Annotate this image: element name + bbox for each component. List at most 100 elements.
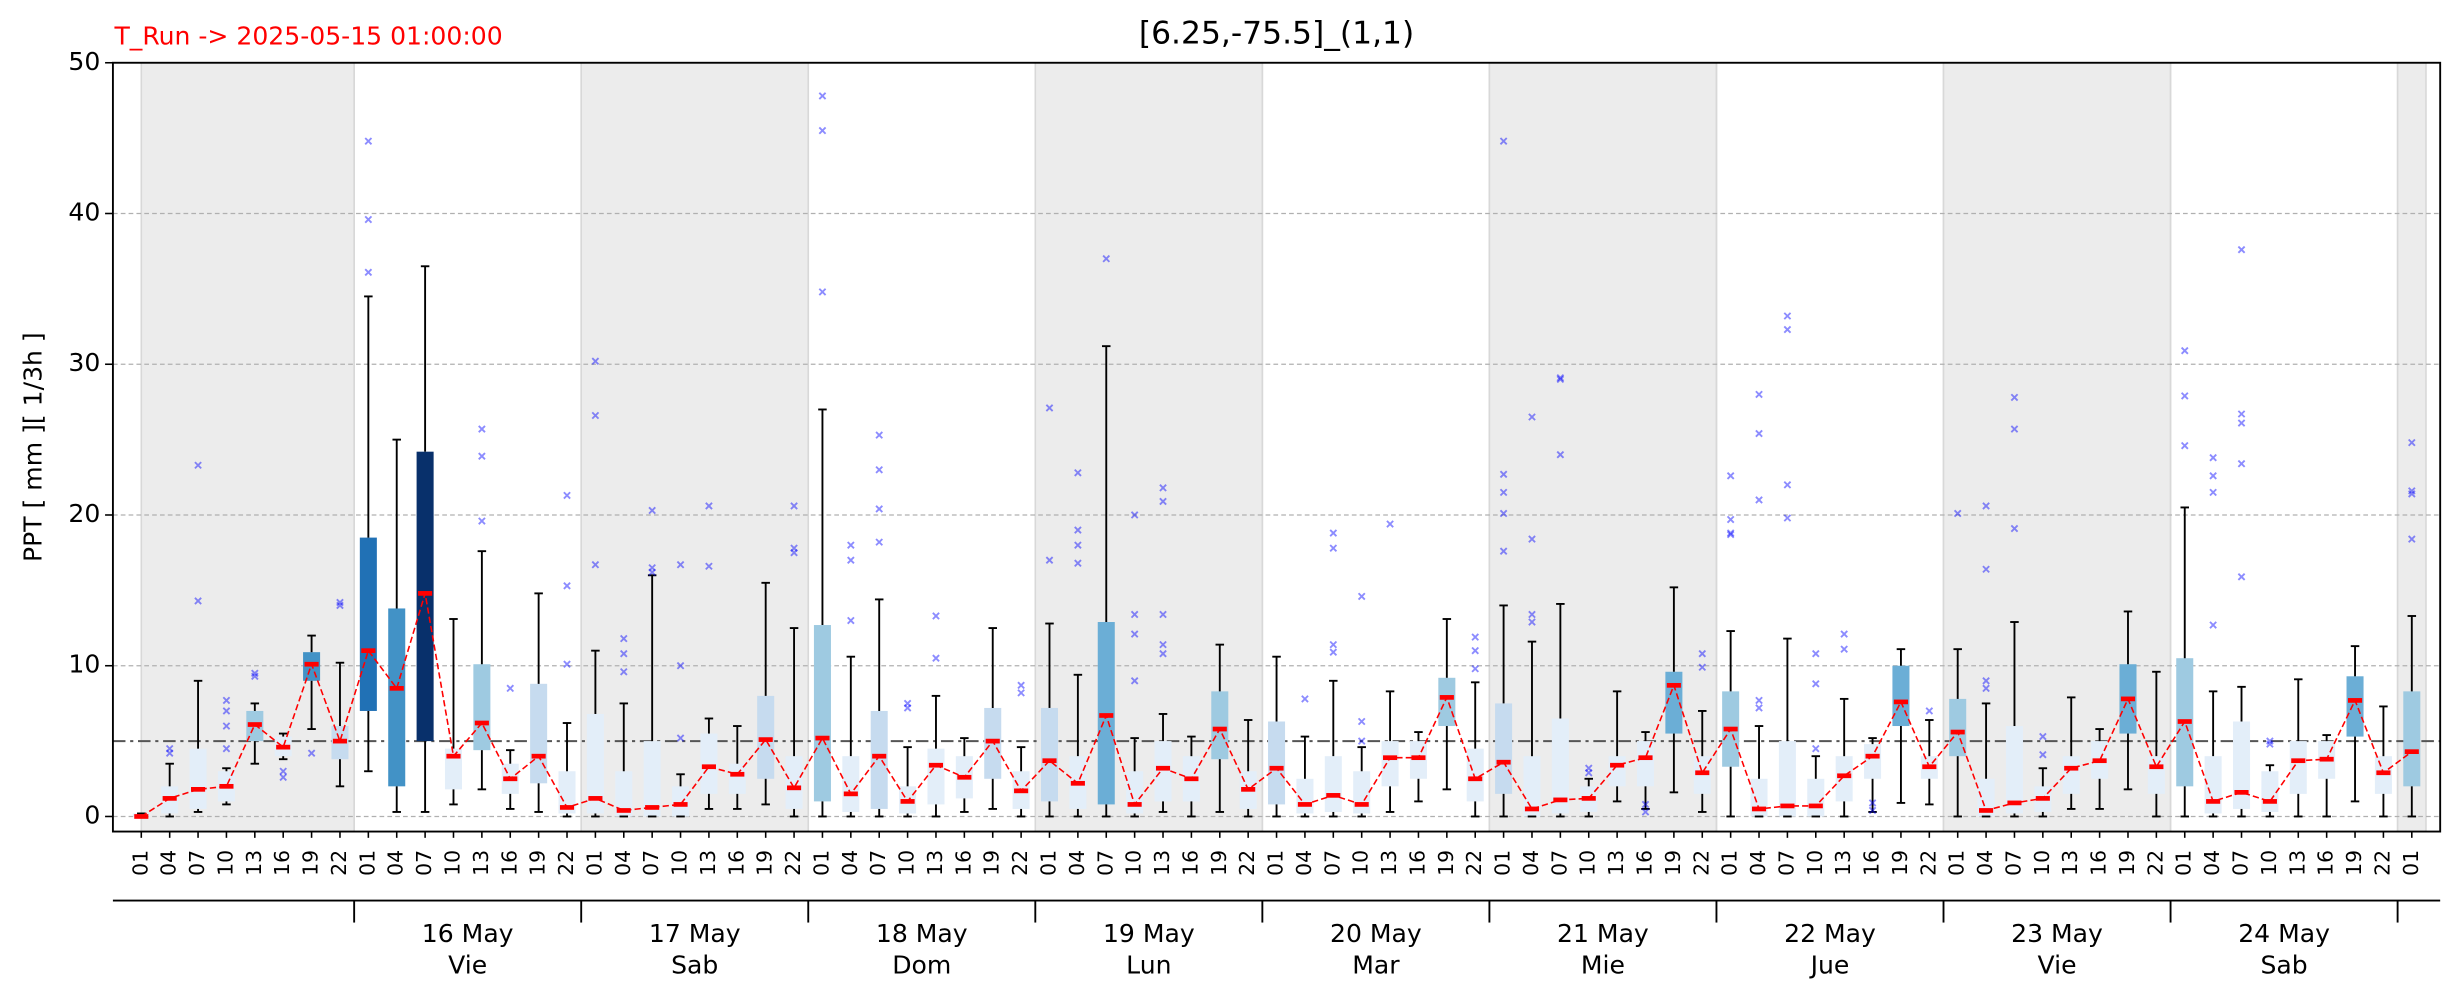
flier bbox=[1641, 800, 1650, 809]
flier bbox=[364, 215, 373, 224]
flier bbox=[619, 667, 628, 676]
flier bbox=[279, 773, 288, 782]
box-group bbox=[1381, 520, 1399, 813]
y-tick-label: 0 bbox=[84, 800, 100, 829]
x-tick-label: 10 bbox=[1349, 850, 1373, 876]
flier bbox=[1641, 808, 1650, 816]
flier bbox=[1017, 681, 1025, 690]
x-tick-label: 19 bbox=[1434, 850, 1458, 876]
box-group bbox=[2346, 645, 2364, 803]
flier bbox=[1811, 649, 1820, 658]
x-tick-label: 19 bbox=[1661, 850, 1685, 876]
x-tick-label: 01 bbox=[1264, 850, 1288, 876]
flier bbox=[2209, 621, 2217, 629]
x-tick-label: 13 bbox=[2285, 850, 2309, 876]
day-date: 17 May bbox=[649, 919, 741, 948]
flier bbox=[818, 288, 827, 296]
x-tick-label: 10 bbox=[1576, 850, 1600, 876]
x-tick-label: 22 bbox=[1008, 850, 1032, 876]
flier bbox=[790, 502, 798, 510]
flier bbox=[2010, 524, 2019, 533]
flier bbox=[563, 582, 571, 590]
box bbox=[1324, 756, 1342, 812]
box-group bbox=[1211, 643, 1229, 813]
day-date: 20 May bbox=[1330, 919, 1422, 948]
box bbox=[615, 771, 633, 817]
box bbox=[672, 786, 690, 817]
flier bbox=[563, 660, 571, 669]
x-tick-label: 13 bbox=[469, 850, 493, 876]
box bbox=[728, 763, 746, 794]
flier bbox=[1159, 484, 1167, 492]
flier bbox=[2407, 487, 2416, 495]
flier bbox=[1499, 137, 1508, 145]
box bbox=[813, 625, 831, 802]
flier bbox=[2407, 490, 2416, 498]
box-group bbox=[1438, 618, 1456, 791]
x-tick-label: 13 bbox=[1377, 850, 1401, 876]
box bbox=[1353, 771, 1371, 814]
flier bbox=[903, 699, 912, 708]
flier bbox=[251, 672, 259, 681]
x-tick-label: 22 bbox=[1235, 850, 1259, 876]
x-tick-label: 04 bbox=[611, 850, 635, 876]
x-tick-label: 04 bbox=[838, 850, 862, 876]
flier bbox=[1159, 640, 1167, 649]
flier bbox=[1982, 565, 1990, 574]
box bbox=[785, 756, 803, 809]
flier bbox=[1840, 630, 1848, 638]
x-tick-label: 13 bbox=[2058, 850, 2082, 876]
day-weekday: Lun bbox=[1126, 950, 1171, 979]
box bbox=[444, 748, 463, 790]
box-group bbox=[870, 431, 888, 818]
flier bbox=[563, 491, 571, 500]
flier bbox=[619, 649, 628, 658]
flier bbox=[364, 137, 373, 145]
box-group bbox=[927, 612, 945, 818]
day-weekday: Mie bbox=[1581, 950, 1625, 979]
x-tick-label: 01 bbox=[1491, 850, 1515, 876]
flier bbox=[932, 654, 940, 663]
flier bbox=[875, 431, 884, 439]
flier bbox=[1329, 640, 1338, 649]
flier bbox=[1329, 544, 1338, 552]
box-group bbox=[1636, 731, 1655, 816]
flier bbox=[2209, 488, 2217, 497]
flier bbox=[676, 560, 685, 569]
flier bbox=[1471, 664, 1480, 673]
flier bbox=[1755, 429, 1763, 438]
flier bbox=[1556, 450, 1565, 459]
box bbox=[1523, 756, 1541, 817]
box-group bbox=[1324, 529, 1342, 818]
x-tick-label: 10 bbox=[440, 850, 464, 876]
day-weekday: Mar bbox=[1352, 950, 1400, 979]
flier bbox=[2237, 410, 2246, 418]
day-weekday: Sab bbox=[2260, 950, 2307, 979]
flier bbox=[1499, 470, 1508, 479]
flier bbox=[1301, 695, 1309, 703]
y-tick-label: 20 bbox=[68, 499, 100, 528]
box-group bbox=[359, 137, 377, 773]
x-tick-label: 19 bbox=[2115, 850, 2139, 876]
box-group bbox=[1835, 630, 1853, 818]
flier bbox=[875, 505, 884, 513]
box-group bbox=[1778, 312, 1796, 818]
day-date: 16 May bbox=[422, 919, 514, 948]
flier bbox=[1584, 764, 1593, 773]
box-group bbox=[728, 725, 746, 810]
flier bbox=[478, 425, 486, 433]
flier bbox=[1726, 515, 1735, 524]
box bbox=[1864, 744, 1882, 779]
flier bbox=[222, 722, 231, 730]
flier bbox=[1726, 471, 1735, 480]
flier bbox=[1102, 254, 1111, 263]
x-tick-label: 07 bbox=[412, 850, 436, 876]
flier bbox=[1811, 680, 1820, 688]
box bbox=[359, 537, 377, 711]
x-tick-label: 04 bbox=[1746, 850, 1770, 876]
box bbox=[2232, 721, 2251, 809]
x-tick-label: 19 bbox=[980, 850, 1004, 876]
x-tick-label: 19 bbox=[1888, 850, 1912, 876]
box-group bbox=[1466, 633, 1484, 818]
x-tick-label: 07 bbox=[1320, 850, 1344, 876]
